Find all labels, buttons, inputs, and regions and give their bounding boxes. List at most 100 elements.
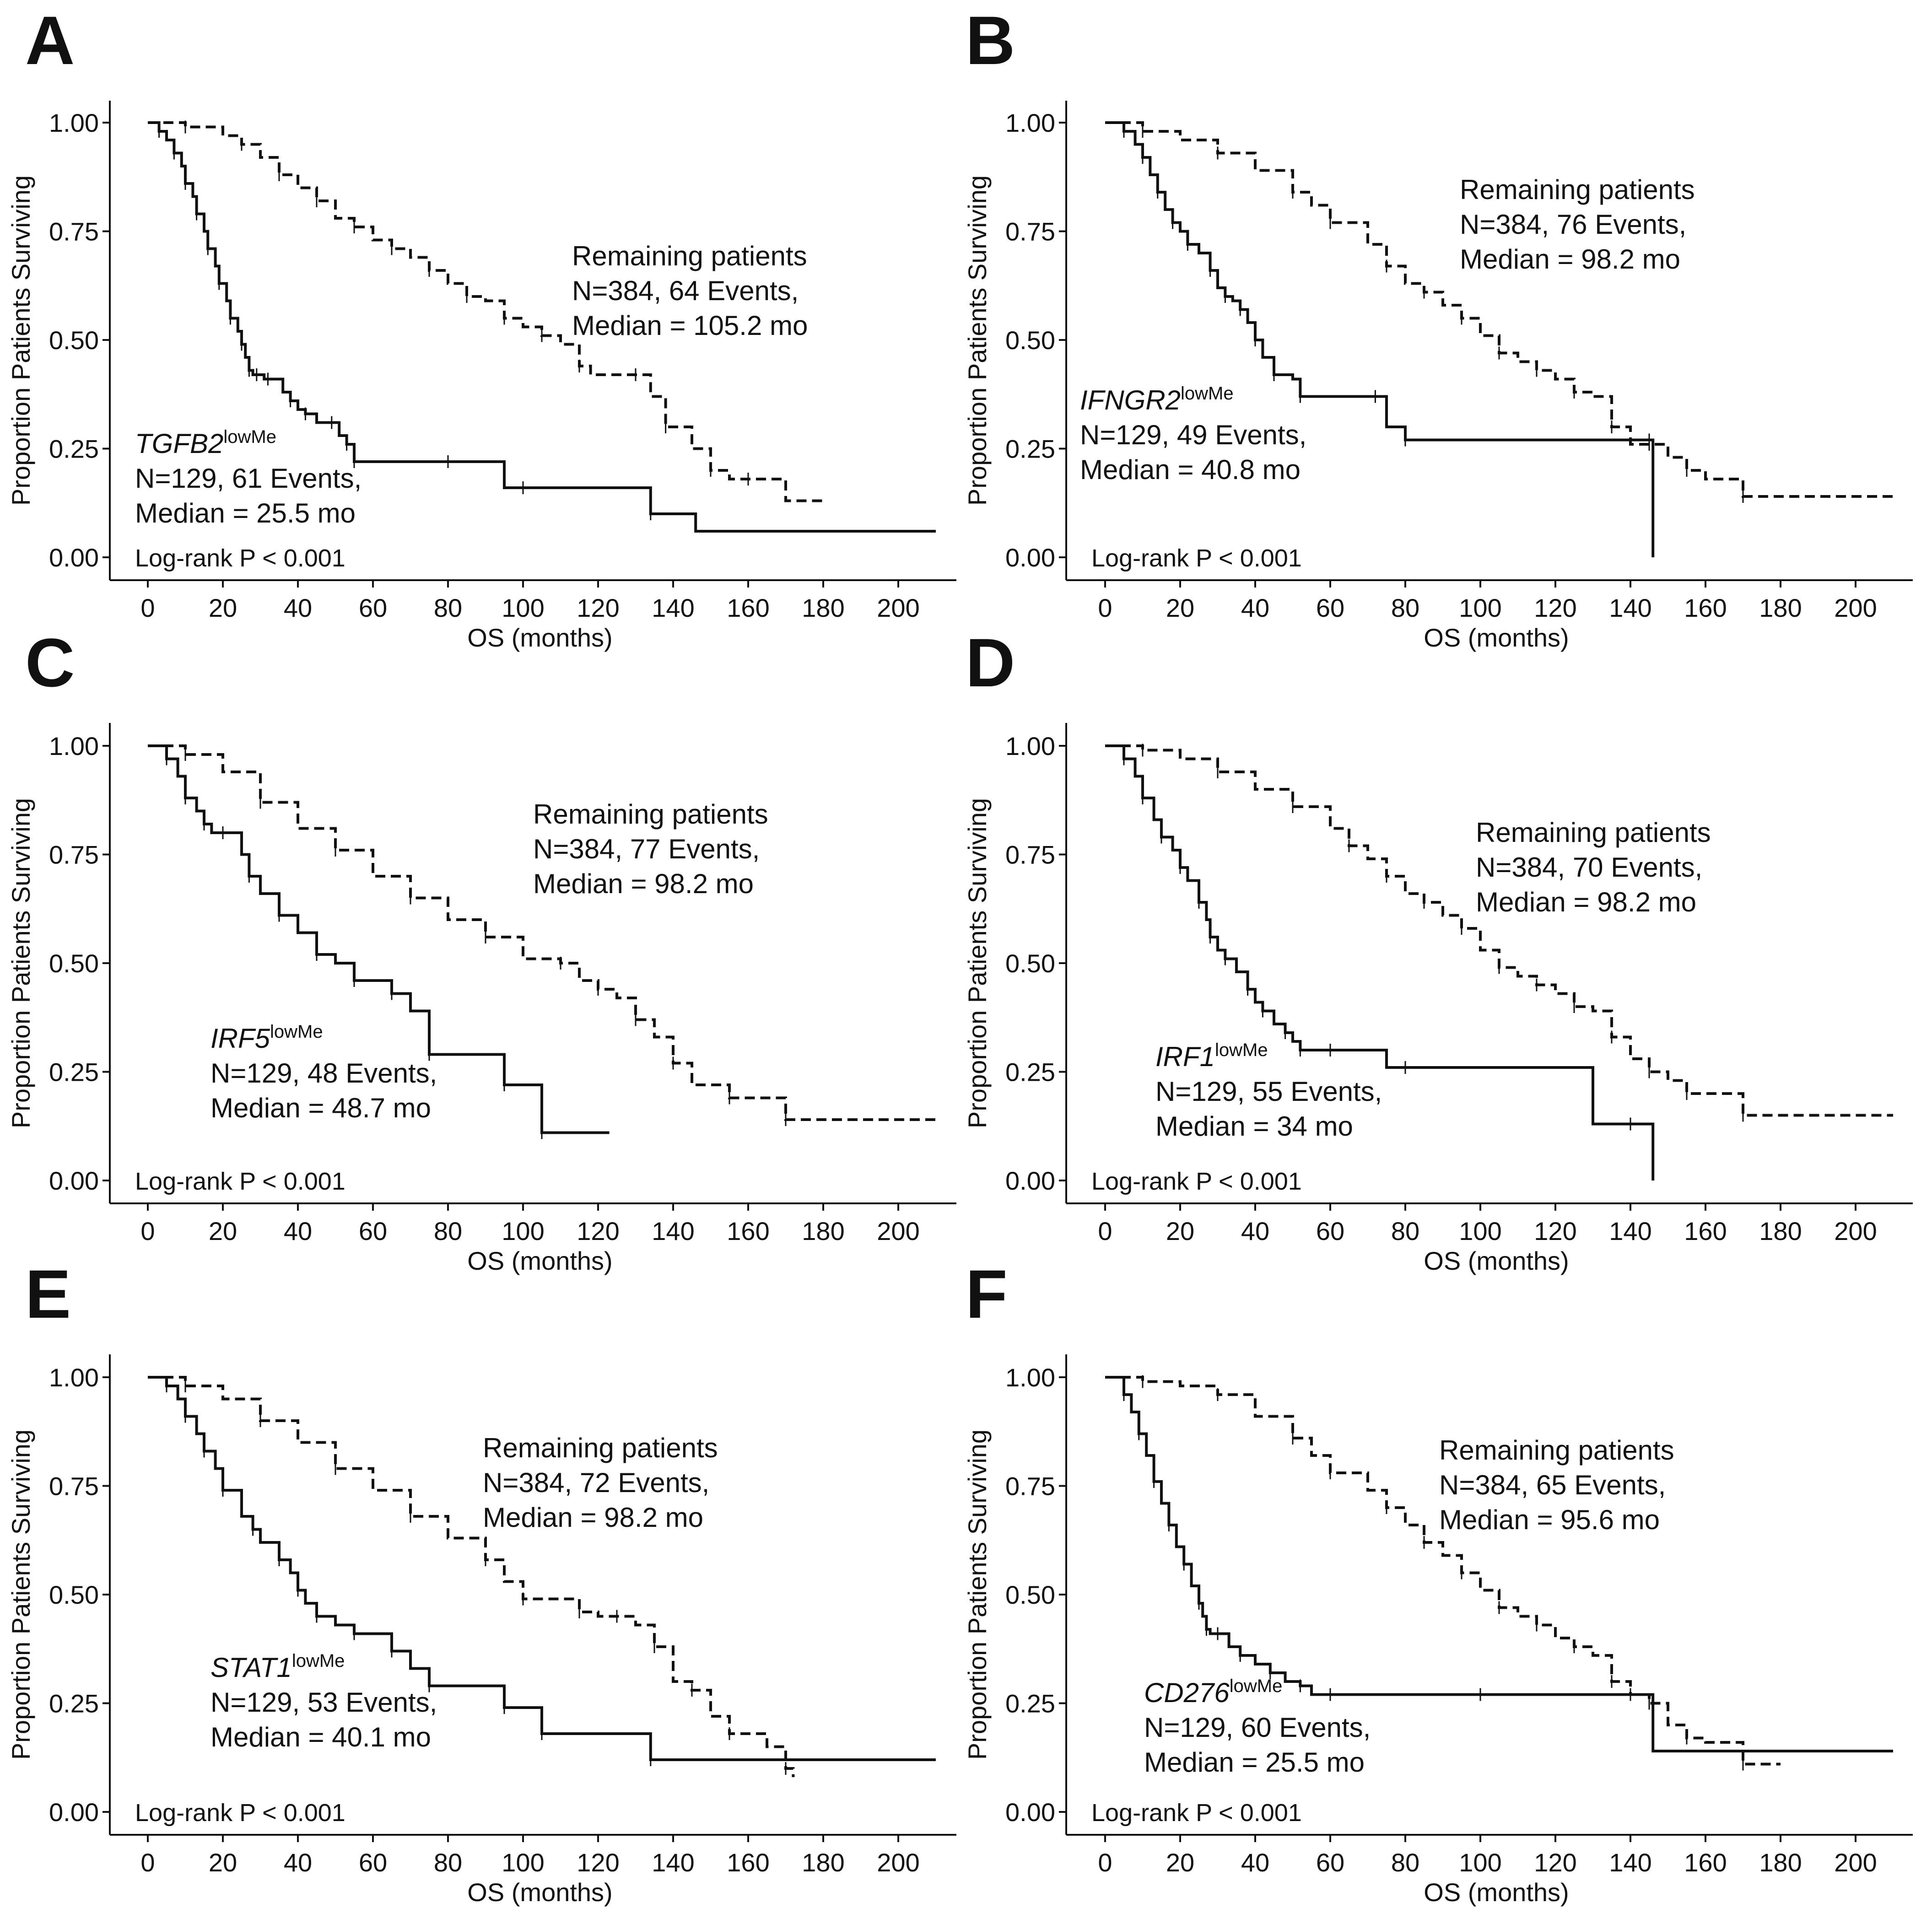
y-axis-title: Proportion Patients Surviving xyxy=(963,1429,992,1760)
y-tick-label: 0.00 xyxy=(1005,1166,1055,1195)
lowme-group-label: TGFB2lowMe xyxy=(135,427,276,459)
panel-label: E xyxy=(25,1256,71,1332)
y-tick-label: 0.50 xyxy=(1005,949,1055,978)
x-tick-label: 180 xyxy=(802,593,844,622)
lowme-n-events: N=129, 60 Events, xyxy=(1144,1712,1371,1743)
x-tick-label: 80 xyxy=(434,1217,462,1245)
x-axis-title: OS (months) xyxy=(1424,623,1569,652)
gene-name: CD276 xyxy=(1144,1677,1230,1708)
x-tick-label: 180 xyxy=(802,1848,844,1877)
x-tick-label: 60 xyxy=(359,593,387,622)
x-tick-label: 180 xyxy=(1759,1217,1802,1245)
y-tick-label: 0.25 xyxy=(49,435,99,464)
x-tick-label: 100 xyxy=(1459,593,1501,622)
x-tick-label: 0 xyxy=(1098,593,1112,622)
y-axis-title: Proportion Patients Surviving xyxy=(963,175,992,506)
remaining-title: Remaining patients xyxy=(483,1433,718,1463)
x-tick-label: 40 xyxy=(284,593,312,622)
lowme-superscript: lowMe xyxy=(1230,1676,1283,1696)
x-axis-title: OS (months) xyxy=(467,1878,612,1907)
x-tick-label: 0 xyxy=(1098,1848,1112,1877)
y-tick-label: 0.75 xyxy=(49,217,99,246)
panel-b: B 0.00 0.25 0.50 0.75 1.00 0 20 40 60 80 100 120 140 1… xyxy=(963,2,1913,652)
lowme-median: Median = 40.8 mo xyxy=(1080,454,1301,485)
lowme-curve xyxy=(148,121,936,533)
remaining-curve xyxy=(1105,121,1893,498)
y-tick-label: 0.50 xyxy=(49,1580,99,1609)
lowme-median: Median = 25.5 mo xyxy=(1144,1747,1365,1778)
x-tick-label: 20 xyxy=(1166,593,1194,622)
x-tick-label: 140 xyxy=(1609,1217,1651,1245)
panel-label: C xyxy=(25,624,75,701)
x-axis-title: OS (months) xyxy=(467,623,612,652)
y-axis-title: Proportion Patients Surviving xyxy=(963,798,992,1128)
y-tick-label: 1.00 xyxy=(1005,108,1055,137)
x-tick-label: 60 xyxy=(1316,1848,1344,1877)
x-tick-label: 0 xyxy=(140,1848,155,1877)
lowme-n-events: N=129, 61 Events, xyxy=(135,463,362,494)
x-tick-label: 180 xyxy=(1759,1848,1802,1877)
y-tick-label: 0.00 xyxy=(49,1166,99,1195)
gene-name: TGFB2 xyxy=(135,428,223,459)
panel-label: B xyxy=(966,2,1015,79)
lowme-superscript: lowMe xyxy=(223,427,276,447)
y-tick-label: 0.50 xyxy=(1005,326,1055,355)
lowme-group-label: STAT1lowMe xyxy=(210,1651,345,1683)
panel-c: C 0.00 0.25 0.50 0.75 1.00 0 20 40 60 80 100 120 140 1… xyxy=(6,624,956,1275)
x-tick-label: 80 xyxy=(1391,1848,1419,1877)
gene-name: IRF5 xyxy=(210,1023,270,1054)
panel-label: F xyxy=(966,1256,1008,1332)
remaining-title: Remaining patients xyxy=(1476,817,1711,848)
y-tick-label: 0.75 xyxy=(49,841,99,869)
x-axis-title: OS (months) xyxy=(1424,1878,1569,1907)
y-tick-label: 0.25 xyxy=(1005,1689,1055,1718)
y-tick-label: 0.00 xyxy=(1005,1798,1055,1827)
x-tick-label: 40 xyxy=(1241,1848,1269,1877)
lowme-superscript: lowMe xyxy=(270,1022,323,1042)
remaining-n-events: N=384, 77 Events, xyxy=(533,834,760,864)
x-tick-label: 200 xyxy=(877,1848,919,1877)
y-axis-title: Proportion Patients Surviving xyxy=(6,1429,35,1760)
x-axis-title: OS (months) xyxy=(467,1246,612,1275)
logrank-p-value: Log-rank P < 0.001 xyxy=(1091,1168,1302,1195)
x-tick-label: 200 xyxy=(877,593,919,622)
lowme-n-events: N=129, 55 Events, xyxy=(1155,1076,1382,1107)
logrank-p-value: Log-rank P < 0.001 xyxy=(1091,1799,1302,1827)
x-tick-label: 140 xyxy=(652,593,694,622)
y-tick-label: 0.00 xyxy=(49,1798,99,1827)
x-tick-label: 140 xyxy=(652,1217,694,1245)
x-tick-label: 60 xyxy=(1316,593,1344,622)
gene-name: IRF1 xyxy=(1155,1041,1215,1072)
x-tick-label: 200 xyxy=(1834,1848,1877,1877)
remaining-n-events: N=384, 65 Events, xyxy=(1439,1470,1666,1500)
lowme-median: Median = 25.5 mo xyxy=(135,498,356,528)
panel-e: E 0.00 0.25 0.50 0.75 1.00 0 20 40 60 80 100 120 140 1… xyxy=(6,1256,956,1907)
x-tick-label: 80 xyxy=(434,1848,462,1877)
panel-d: D 0.00 0.25 0.50 0.75 1.00 0 20 40 60 80 100 120 140 1… xyxy=(963,624,1913,1275)
logrank-p-value: Log-rank P < 0.001 xyxy=(135,1168,345,1195)
remaining-title: Remaining patients xyxy=(572,241,807,271)
x-tick-label: 180 xyxy=(1759,593,1802,622)
x-tick-label: 140 xyxy=(652,1848,694,1877)
y-tick-label: 1.00 xyxy=(1005,1363,1055,1392)
lowme-superscript: lowMe xyxy=(292,1651,345,1671)
x-tick-label: 140 xyxy=(1609,1848,1651,1877)
x-tick-label: 120 xyxy=(577,1217,619,1245)
x-tick-label: 200 xyxy=(1834,593,1877,622)
x-tick-label: 140 xyxy=(1609,593,1651,622)
remaining-median: Median = 95.6 mo xyxy=(1439,1504,1660,1535)
lowme-superscript: lowMe xyxy=(1181,383,1234,404)
panel-a: A 0.00 0.25 0.50 0.75 1.00 0 20 40 60 80 100 120 140 1… xyxy=(6,2,956,652)
y-tick-label: 1.00 xyxy=(49,108,99,137)
x-tick-label: 20 xyxy=(209,1217,237,1245)
x-tick-label: 0 xyxy=(1098,1217,1112,1245)
x-tick-label: 200 xyxy=(1834,1217,1877,1245)
remaining-curve xyxy=(148,1376,795,1777)
x-tick-label: 40 xyxy=(284,1848,312,1877)
y-tick-label: 0.25 xyxy=(49,1058,99,1087)
remaining-title: Remaining patients xyxy=(1460,174,1695,205)
x-tick-label: 100 xyxy=(1459,1848,1501,1877)
lowme-n-events: N=129, 48 Events, xyxy=(210,1058,437,1089)
y-tick-label: 0.50 xyxy=(1005,1580,1055,1609)
